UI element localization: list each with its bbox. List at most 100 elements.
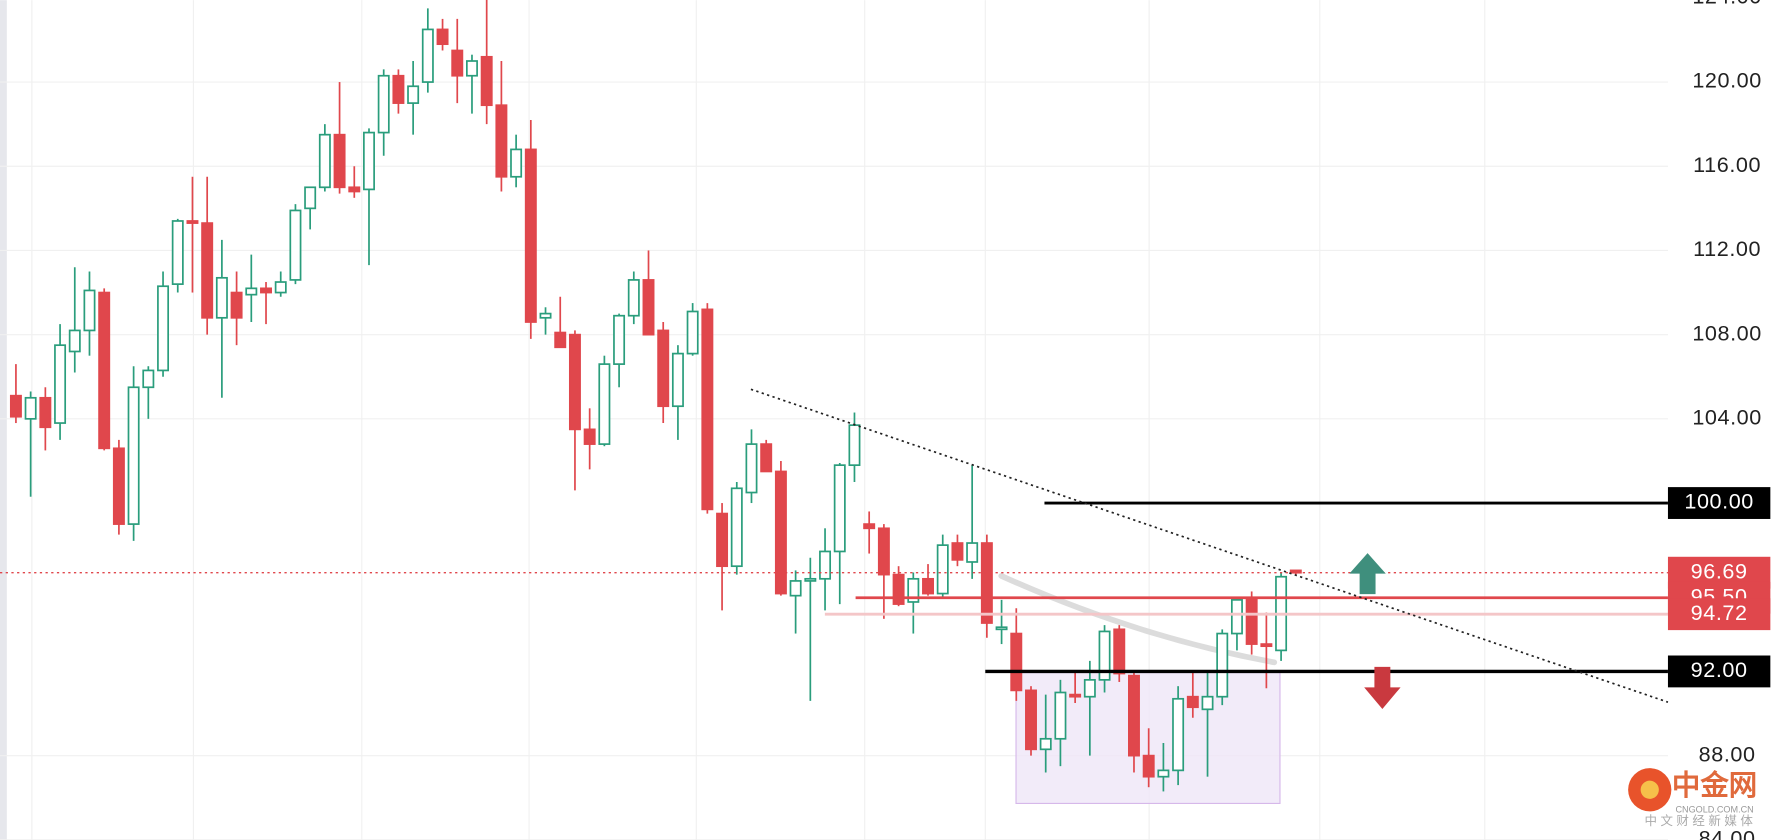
candle-body xyxy=(9,394,22,418)
candle-body xyxy=(1098,630,1111,681)
candle-body xyxy=(1245,596,1258,645)
price-label: 92.00 xyxy=(1691,657,1748,682)
candle-body xyxy=(1069,693,1082,698)
candle-body xyxy=(171,220,184,285)
candle-body xyxy=(657,329,670,408)
watermark: 中金网 CNGOLD.COM.CN 中 文 财 经 新 媒 体 xyxy=(1628,768,1757,828)
candle-body xyxy=(1083,679,1096,698)
price-label: 100.00 xyxy=(1684,489,1754,514)
candle-body xyxy=(318,133,331,189)
candle-body xyxy=(863,523,876,530)
candle-body xyxy=(907,577,920,603)
up-arrow xyxy=(1349,553,1386,595)
candle-body xyxy=(127,386,140,525)
candle-body xyxy=(995,626,1008,631)
y-tick-label: 112.00 xyxy=(1693,236,1761,261)
candle-body xyxy=(789,580,802,597)
candle-body xyxy=(701,308,714,511)
candle-body xyxy=(922,577,934,595)
candle-body xyxy=(363,131,375,191)
price-label: 96.69 xyxy=(1691,558,1748,583)
y-tick-label: 108.00 xyxy=(1692,320,1762,345)
candle-body xyxy=(583,428,596,445)
candle-body xyxy=(1230,599,1243,635)
candle-body xyxy=(98,291,111,450)
candle-body xyxy=(1157,769,1170,778)
candle-body xyxy=(730,487,743,568)
watermark-brand: 中金网 xyxy=(1672,769,1757,802)
candle-body xyxy=(524,148,537,323)
watermark-site: CNGOLD.COM.CN xyxy=(1675,805,1753,815)
candle-body xyxy=(877,527,890,576)
down-arrow xyxy=(1364,666,1401,709)
candle-body xyxy=(407,85,420,104)
candle-body xyxy=(1201,695,1214,711)
candle-body xyxy=(804,577,817,582)
candle-body xyxy=(1289,569,1302,574)
candle-body xyxy=(627,279,640,317)
candle-body xyxy=(1172,697,1185,772)
candle-body xyxy=(68,329,81,353)
candle-body xyxy=(215,276,228,319)
candle-body xyxy=(1054,691,1067,740)
candle-body xyxy=(1039,737,1052,751)
trend-curve xyxy=(998,573,1278,666)
candle-body xyxy=(1260,643,1273,648)
candle-body xyxy=(568,333,581,431)
candle-body xyxy=(451,49,464,77)
candle-body xyxy=(436,28,449,46)
candle-body xyxy=(539,312,552,319)
y-tick-label: 120.00 xyxy=(1692,68,1762,93)
candle-body xyxy=(1142,754,1155,778)
candle-body xyxy=(289,209,302,281)
candle-body xyxy=(716,512,729,568)
candle-body xyxy=(598,363,611,445)
candle-body xyxy=(554,331,567,349)
candle-body xyxy=(819,550,832,580)
horizontal-grid xyxy=(0,81,1668,840)
price-label-box xyxy=(1667,487,1771,519)
y-tick-label: 88.00 xyxy=(1699,741,1756,766)
candle-body xyxy=(833,464,846,553)
y-tick-label: 116.00 xyxy=(1693,152,1761,177)
candle-body xyxy=(142,369,155,389)
candle-body xyxy=(642,279,655,336)
candle-body xyxy=(83,289,96,332)
watermark-slogan: 中 文 财 经 新 媒 体 xyxy=(1644,813,1753,828)
candle-body xyxy=(39,396,52,429)
candle-body xyxy=(966,542,979,563)
candle-body xyxy=(333,133,346,189)
candle-body xyxy=(1010,632,1023,692)
candle-body xyxy=(980,542,993,624)
candle-body xyxy=(760,443,773,473)
candle-body xyxy=(112,447,125,525)
candle-body xyxy=(54,344,67,424)
vertical-grid xyxy=(31,0,1486,840)
candle-body xyxy=(24,396,37,420)
candle-body xyxy=(274,281,287,294)
candle-body xyxy=(951,542,964,561)
candle-body xyxy=(392,74,405,104)
candle-body xyxy=(201,222,214,319)
y-tick-label: 124.00 xyxy=(1692,0,1762,9)
candle-body xyxy=(480,55,493,107)
y-tick-label: 104.00 xyxy=(1692,405,1762,430)
candle-body xyxy=(230,291,243,319)
candle-body xyxy=(936,544,949,595)
candle-body xyxy=(260,287,272,294)
price-label-box xyxy=(1667,655,1771,688)
left-edge xyxy=(0,0,7,840)
candle-body xyxy=(745,443,758,494)
candle-body xyxy=(613,314,626,365)
candle-body xyxy=(495,104,508,178)
candle-body xyxy=(671,352,684,408)
candle-body xyxy=(1113,628,1126,675)
candle-body xyxy=(377,74,390,134)
candle-body xyxy=(774,470,787,595)
candle-body xyxy=(1186,695,1199,709)
logo-core xyxy=(1640,780,1659,799)
candle-body xyxy=(848,424,861,467)
